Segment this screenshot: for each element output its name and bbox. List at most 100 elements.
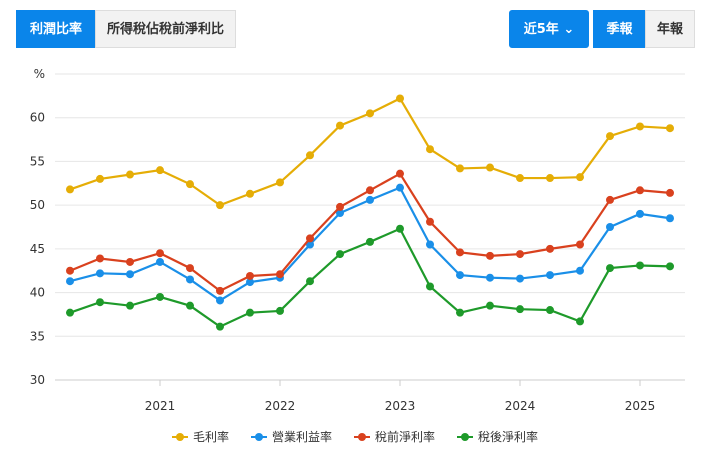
data-point [306, 234, 314, 243]
data-point [336, 121, 344, 130]
data-point [606, 132, 614, 141]
x-tick-label: 2021 [145, 399, 176, 413]
data-point [546, 174, 554, 183]
data-point [366, 195, 374, 204]
legend-label: 營業利益率 [271, 430, 332, 444]
data-point [96, 174, 104, 183]
data-point [216, 322, 224, 331]
data-point [246, 189, 254, 198]
y-tick-label: 50 [30, 198, 45, 212]
data-point [576, 240, 584, 249]
legend-marker-icon [457, 432, 474, 442]
data-point [96, 269, 104, 278]
data-point [66, 308, 74, 317]
data-point [576, 266, 584, 275]
data-point [216, 201, 224, 210]
x-tick-label: 2022 [265, 399, 296, 413]
data-point [66, 277, 74, 286]
data-point [336, 202, 344, 211]
x-tick-label: 2024 [505, 399, 536, 413]
data-point [546, 306, 554, 315]
data-point [96, 254, 104, 263]
y-tick-label: 30 [30, 373, 45, 387]
data-point [516, 174, 524, 183]
data-point [96, 298, 104, 307]
data-point [426, 145, 434, 154]
data-point [606, 195, 614, 204]
legend-item[interactable]: 毛利率 [171, 428, 229, 445]
legend-item[interactable]: 稅後淨利率 [457, 428, 538, 445]
data-point [336, 250, 344, 259]
legend-marker-icon [354, 432, 370, 442]
legend-label: 毛利率 [192, 430, 229, 444]
x-tick-label: 2023 [385, 399, 416, 413]
data-point [636, 209, 644, 218]
data-point [66, 185, 74, 194]
data-point [156, 166, 164, 175]
data-point [486, 163, 494, 172]
data-point [306, 240, 314, 249]
data-point [486, 251, 494, 260]
annual-button[interactable]: 年報 [645, 10, 695, 48]
legend-item[interactable]: 營業利益率 [250, 428, 332, 445]
tab-profit-ratio[interactable]: 利潤比率 [16, 10, 96, 48]
data-point [666, 124, 674, 133]
y-tick-label: 45 [30, 242, 45, 256]
y-tick-label: 35 [30, 329, 45, 343]
data-point [216, 296, 224, 305]
data-point [546, 271, 554, 280]
y-tick-label: 55 [30, 154, 45, 168]
data-point [396, 94, 404, 103]
data-point [276, 306, 284, 315]
legend-label: 稅前淨利率 [375, 430, 436, 444]
data-point [426, 240, 434, 249]
data-point [456, 271, 464, 280]
data-point [456, 164, 464, 173]
data-point [306, 277, 314, 286]
data-point [456, 308, 464, 317]
data-point [66, 266, 74, 275]
data-point [246, 271, 254, 280]
data-point [666, 262, 674, 271]
data-point [636, 122, 644, 131]
data-point [666, 214, 674, 223]
data-point [606, 223, 614, 231]
data-point [126, 170, 134, 179]
data-point [396, 183, 404, 192]
legend-marker-icon [250, 432, 267, 442]
data-point [546, 244, 554, 253]
range-label: 近5年 [523, 22, 559, 37]
data-point [366, 237, 374, 246]
data-point [396, 169, 404, 178]
data-point [366, 186, 374, 195]
data-point [516, 305, 524, 314]
y-tick-label: 60 [30, 111, 45, 125]
data-point [516, 250, 524, 259]
range-dropdown[interactable]: 近5年 ⌄ [509, 10, 589, 48]
data-point [486, 273, 494, 282]
legend-item[interactable]: 稅前淨利率 [354, 428, 435, 445]
data-point [336, 209, 344, 218]
data-point [126, 257, 134, 266]
data-point [156, 249, 164, 258]
data-point [306, 151, 314, 160]
data-point [246, 308, 254, 317]
data-point [366, 109, 374, 118]
tab-tax-ratio[interactable]: 所得稅佔稅前淨利比 [95, 10, 236, 48]
data-point [576, 317, 584, 326]
data-point [276, 178, 284, 187]
data-point [156, 257, 164, 266]
y-tick-label: 40 [30, 286, 45, 300]
data-point [606, 264, 614, 273]
data-point [576, 173, 584, 182]
chevron-down-icon: ⌄ [563, 22, 575, 37]
data-point [426, 217, 434, 226]
data-point [186, 180, 194, 189]
data-point [516, 274, 524, 283]
x-tick-label: 2025 [625, 399, 656, 413]
data-point [216, 286, 224, 295]
data-point [636, 261, 644, 270]
data-point [156, 292, 164, 301]
data-point [186, 301, 194, 310]
data-point [126, 301, 134, 310]
